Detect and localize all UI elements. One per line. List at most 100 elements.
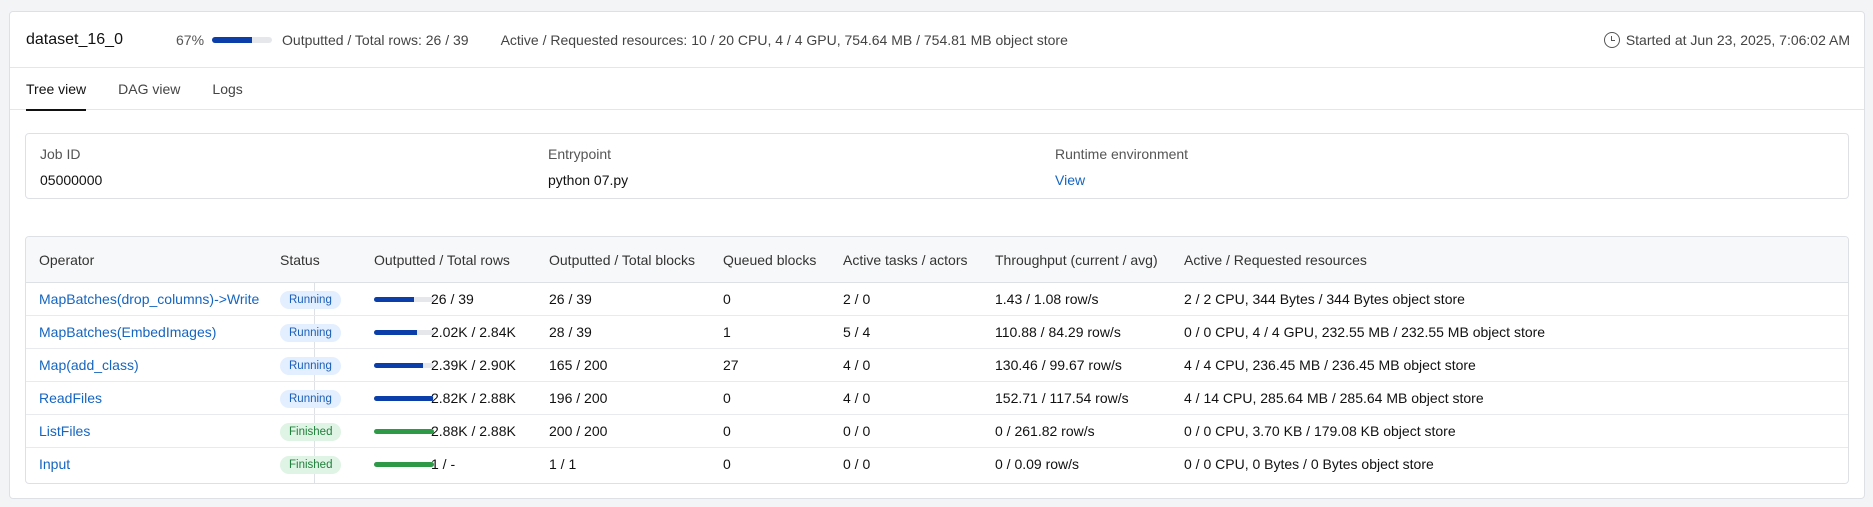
tasks-value: 4 / 0 xyxy=(843,357,871,373)
throughput-value: 1.43 / 1.08 row/s xyxy=(995,291,1099,307)
col-throughput[interactable]: Throughput (current / avg) xyxy=(995,252,1158,268)
row-progress-fill xyxy=(374,396,433,401)
throughput-value: 152.71 / 117.54 row/s xyxy=(995,390,1129,406)
operator-link[interactable]: Input xyxy=(39,456,71,472)
resources-value: 0 / 0 CPU, 4 / 4 GPU, 232.55 MB / 232.55… xyxy=(1184,324,1546,340)
status-cell: Running xyxy=(280,382,341,415)
runtime-env-field: Runtime environment View xyxy=(1055,146,1188,188)
rows-value: 1 / - xyxy=(431,456,456,472)
blocks-value: 28 / 39 xyxy=(549,324,592,340)
blocks-value: 26 / 39 xyxy=(549,291,592,307)
status-cell: Finished xyxy=(280,415,342,448)
job-id-field: Job ID 05000000 xyxy=(40,146,102,188)
dataset-panel: dataset_16_0 67% Outputted / Total rows:… xyxy=(9,11,1865,499)
col-status[interactable]: Status xyxy=(280,252,320,268)
tasks-value: 0 / 0 xyxy=(843,423,871,439)
entrypoint-label: Entrypoint xyxy=(548,146,612,162)
resources-value: 0 / 0 CPU, 0 Bytes / 0 Bytes object stor… xyxy=(1184,456,1434,472)
resources-value: 4 / 14 CPU, 285.64 MB / 285.64 MB object… xyxy=(1184,390,1484,406)
queued-value: 1 xyxy=(723,324,731,340)
table-row[interactable]: ListFiles 2.88K / 2.88K 200 / 200 0 0 / 0 0 /… xyxy=(26,415,1848,448)
dataset-resources-summary: Active / Requested resources: 10 / 20 CP… xyxy=(500,31,1068,48)
dataset-progress-bar xyxy=(212,36,273,43)
row-progress-fill xyxy=(374,363,424,368)
col-rows[interactable]: Outputted / Total rows xyxy=(374,252,510,268)
tab-logs[interactable]: Logs xyxy=(212,81,243,97)
runtime-env-label: Runtime environment xyxy=(1055,146,1189,162)
tasks-value: 0 / 0 xyxy=(843,456,871,472)
rows-value: 26 / 39 xyxy=(431,291,474,307)
dataset-header: dataset_16_0 67% Outputted / Total rows:… xyxy=(10,12,1864,68)
row-progress-fill xyxy=(374,297,415,302)
tasks-value: 5 / 4 xyxy=(843,324,871,340)
status-badge: Finished xyxy=(280,456,342,475)
queued-value: 0 xyxy=(723,423,731,439)
started-at-text: Started at Jun 23, 2025, 7:06:02 AM xyxy=(1625,32,1850,48)
status-badge: Running xyxy=(280,324,341,343)
row-progress-bar xyxy=(374,429,434,434)
row-progress-bar xyxy=(374,297,434,302)
blocks-value: 165 / 200 xyxy=(549,357,608,373)
dataset-rows-summary: Outputted / Total rows: 26 / 39 xyxy=(282,31,469,48)
entrypoint-value: python 07.py xyxy=(548,172,629,188)
operator-link[interactable]: ListFiles xyxy=(39,423,91,439)
dataset-progress-percent: 67% xyxy=(176,31,205,48)
col-operator[interactable]: Operator xyxy=(39,252,95,268)
row-progress-bar xyxy=(374,462,434,467)
blocks-value: 196 / 200 xyxy=(549,390,608,406)
queued-value: 27 xyxy=(723,357,739,373)
rows-value: 2.82K / 2.88K xyxy=(431,390,516,406)
tab-dag-view[interactable]: DAG view xyxy=(118,81,181,97)
blocks-value: 200 / 200 xyxy=(549,423,608,439)
table-row[interactable]: MapBatches(drop_columns)->Write 26 / 39 26… xyxy=(26,283,1848,316)
job-info-card: Job ID 05000000 Entrypoint python 07.py … xyxy=(25,133,1849,199)
resources-value: 2 / 2 CPU, 344 Bytes / 344 Bytes object … xyxy=(1184,291,1465,307)
row-progress-bar xyxy=(374,330,434,335)
queued-value: 0 xyxy=(723,390,731,406)
rows-value: 2.02K / 2.84K xyxy=(431,324,516,340)
status-cell: Running xyxy=(280,283,341,316)
rows-value: 2.39K / 2.90K xyxy=(431,357,516,373)
status-cell: Running xyxy=(280,316,341,349)
row-progress-bar xyxy=(374,396,434,401)
operator-link[interactable]: ReadFiles xyxy=(39,390,103,406)
tasks-value: 2 / 0 xyxy=(843,291,871,307)
throughput-value: 0 / 0.09 row/s xyxy=(995,456,1080,472)
table-row[interactable]: Map(add_class) 2.39K / 2.90K 165 / 200 27 4 … xyxy=(26,349,1848,382)
status-cell: Running xyxy=(280,349,341,382)
operators-table: Operator Status Outputted / Total rows O… xyxy=(25,236,1849,484)
row-progress-bar xyxy=(374,363,434,368)
rows-value: 2.88K / 2.88K xyxy=(431,423,516,439)
col-tasks[interactable]: Active tasks / actors xyxy=(843,252,968,268)
started-at: Started at Jun 23, 2025, 7:06:02 AM xyxy=(1603,12,1850,68)
status-badge: Running xyxy=(280,357,341,376)
runtime-env-view-link[interactable]: View xyxy=(1055,172,1086,188)
row-progress-fill xyxy=(374,429,434,434)
status-badge: Finished xyxy=(280,423,342,442)
col-queued[interactable]: Queued blocks xyxy=(723,252,817,268)
resources-value: 4 / 4 CPU, 236.45 MB / 236.45 MB object … xyxy=(1184,357,1476,373)
table-header: Operator Status Outputted / Total rows O… xyxy=(26,237,1848,283)
table-row[interactable]: ReadFiles 2.82K / 2.88K 196 / 200 0 4 / 0 152… xyxy=(26,382,1848,415)
throughput-value: 130.46 / 99.67 row/s xyxy=(995,357,1122,373)
tasks-value: 4 / 0 xyxy=(843,390,871,406)
col-resources[interactable]: Active / Requested resources xyxy=(1184,252,1367,268)
tab-tree-view[interactable]: Tree view xyxy=(26,68,87,111)
dataset-name: dataset_16_0 xyxy=(26,30,123,48)
operator-link[interactable]: MapBatches(drop_columns)->Write xyxy=(39,291,260,307)
queued-value: 0 xyxy=(723,291,731,307)
table-row[interactable]: Input 1 / - 1 / 1 0 0 / 0 0 / 0.09 row/s 0 / 0… xyxy=(26,448,1848,481)
job-id-label: Job ID xyxy=(40,146,81,162)
queued-value: 0 xyxy=(723,456,731,472)
operator-link[interactable]: Map(add_class) xyxy=(39,357,139,373)
status-badge: Running xyxy=(280,390,341,409)
view-tabs: Tree view DAG view Logs xyxy=(10,68,1864,111)
dataset-progress-fill xyxy=(212,36,253,43)
operator-link[interactable]: MapBatches(EmbedImages) xyxy=(39,324,217,340)
job-id-value: 05000000 xyxy=(40,172,103,188)
row-progress-fill xyxy=(374,330,417,335)
entrypoint-field: Entrypoint python 07.py xyxy=(548,146,628,188)
table-row[interactable]: MapBatches(EmbedImages) 2.02K / 2.84K 28 /… xyxy=(26,316,1848,349)
resources-value: 0 / 0 CPU, 3.70 KB / 179.08 KB object st… xyxy=(1184,423,1456,439)
col-blocks[interactable]: Outputted / Total blocks xyxy=(549,252,696,268)
